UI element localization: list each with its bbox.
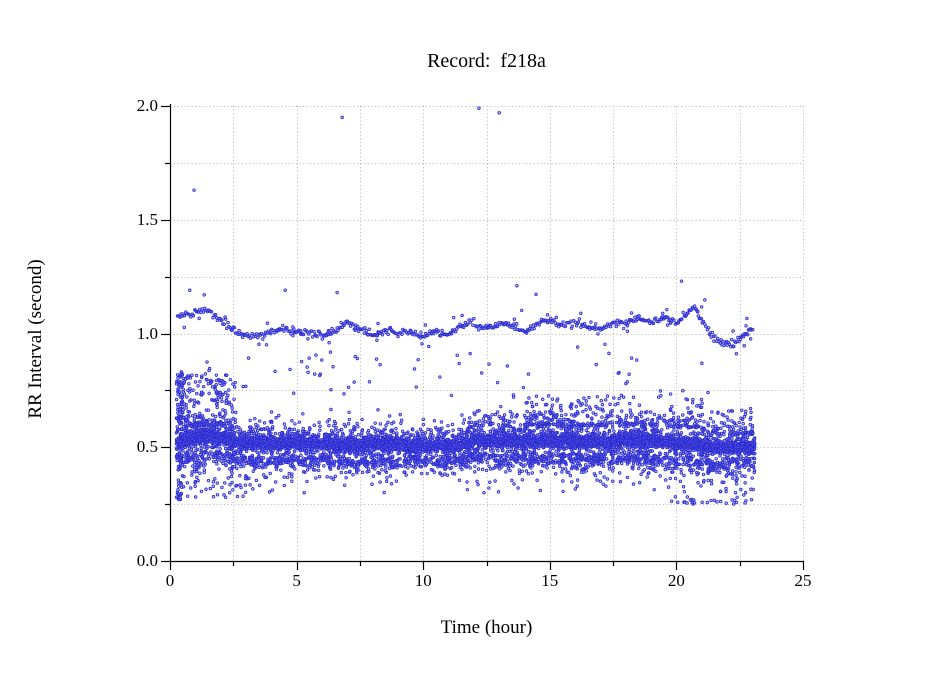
y-tick-label: 1.5	[136, 209, 158, 229]
y-tick-label: 1.0	[136, 323, 158, 343]
y-tick-label: 0.5	[136, 437, 158, 457]
x-tick-label: 25	[794, 571, 812, 590]
y-tick-label: 2.0	[136, 96, 158, 115]
x-tick-label: 15	[541, 571, 559, 590]
x-axis-title: Time (hour)	[440, 617, 533, 638]
x-tick-label: 10	[414, 571, 432, 590]
y-tick-label: 0.0	[136, 551, 158, 570]
x-tick-label: 20	[667, 571, 685, 590]
x-tick-label: 5	[292, 571, 301, 590]
y-axis-title: RR Interval (second)	[25, 259, 46, 419]
chart-title: Record: f218a	[427, 50, 546, 72]
x-tick-label: 0	[165, 571, 175, 590]
